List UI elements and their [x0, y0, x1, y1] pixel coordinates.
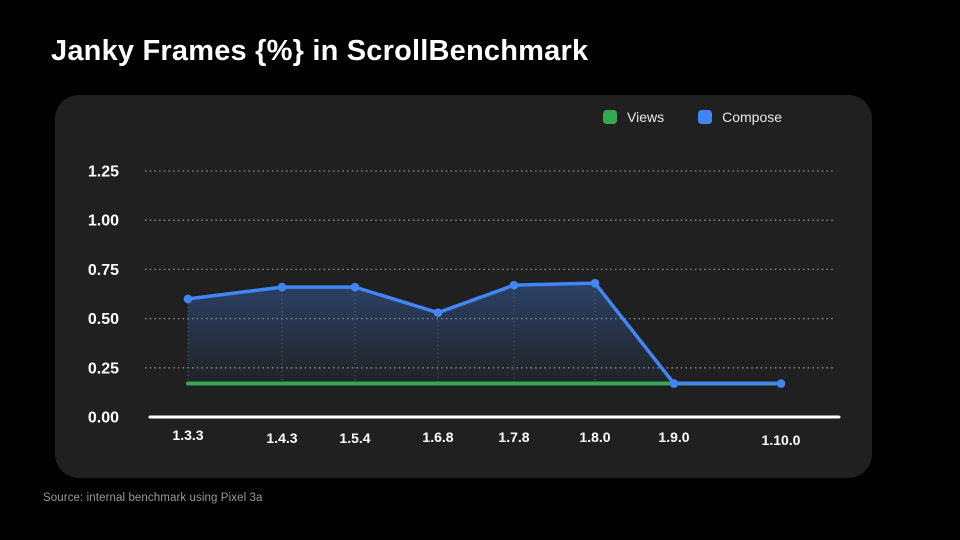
views-legend-swatch [603, 110, 617, 124]
legend-item-views: Views [603, 109, 664, 125]
chart-panel: 0.00 0.25 0.50 0.75 1.00 1.25 1.3.3 1.4.3 1.5.4 1… [55, 95, 872, 478]
legend-item-compose: Compose [698, 109, 782, 125]
svg-text:0.75: 0.75 [88, 262, 119, 279]
svg-text:1.5.4: 1.5.4 [339, 430, 370, 446]
source-note: Source: internal benchmark using Pixel 3… [43, 492, 263, 504]
svg-text:1.10.0: 1.10.0 [762, 432, 801, 448]
svg-text:1.4.3: 1.4.3 [266, 430, 297, 446]
svg-text:1.00: 1.00 [88, 213, 119, 230]
svg-text:0.00: 0.00 [88, 410, 119, 427]
svg-text:1.25: 1.25 [88, 164, 119, 181]
svg-text:1.6.8: 1.6.8 [422, 429, 453, 445]
legend-label-compose: Compose [722, 109, 783, 125]
svg-text:1.9.0: 1.9.0 [658, 429, 689, 445]
legend-label-views: Views [627, 109, 665, 125]
svg-text:1.8.0: 1.8.0 [579, 429, 610, 445]
compose-legend-swatch [698, 110, 713, 124]
svg-text:1.3.3: 1.3.3 [172, 427, 203, 443]
svg-text:1.7.8: 1.7.8 [498, 429, 529, 445]
svg-text:0.25: 0.25 [88, 360, 119, 377]
chart-legend: Views Compose [603, 103, 782, 131]
line-chart: 0.00 0.25 0.50 0.75 1.00 1.25 1.3.3 1.4.3 1.5.4 1… [88, 164, 841, 448]
svg-text:0.50: 0.50 [88, 311, 119, 328]
page-title: Janky Frames {%} in ScrollBenchmark [51, 35, 589, 67]
